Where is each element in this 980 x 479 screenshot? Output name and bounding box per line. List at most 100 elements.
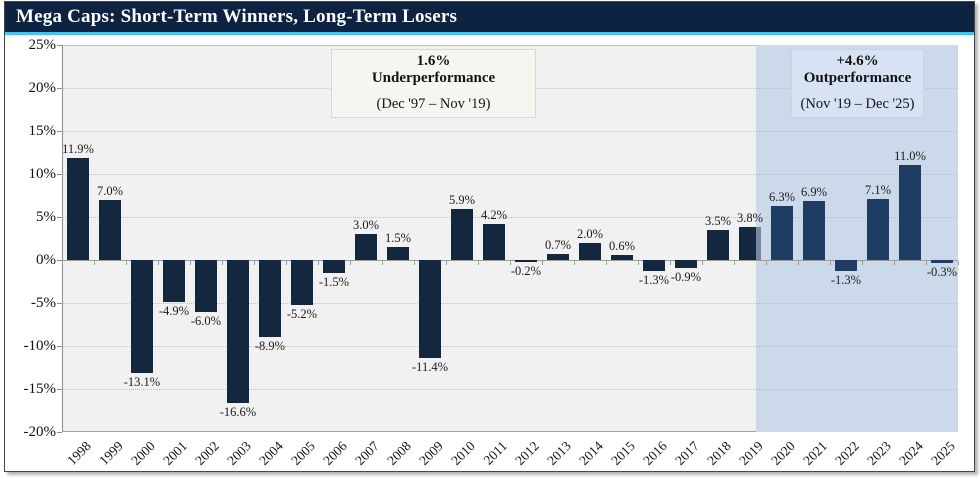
x-axis-label-1999: 1999: [96, 438, 126, 468]
y-axis-label-15: 15%: [28, 123, 57, 139]
y-axis-label--15: -15%: [23, 381, 57, 397]
category-tick: [638, 261, 639, 265]
bar-2003: [227, 260, 249, 403]
bar-2025: [931, 260, 953, 263]
x-axis-label-2001: 2001: [160, 438, 190, 468]
y-axis-label-20: 20%: [28, 80, 57, 96]
bar-2014: [579, 242, 601, 260]
category-tick: [574, 261, 575, 265]
bar-2016: [643, 260, 665, 272]
bar-2001: [163, 260, 185, 303]
bar-2008: [387, 247, 409, 260]
annotation-outperformance-headline: +4.6%: [836, 53, 879, 69]
category-tick: [158, 261, 159, 265]
y-axis-tick-5: [57, 217, 62, 218]
data-label-2009: -11.4%: [412, 360, 448, 375]
y-axis-label-10: 10%: [28, 166, 57, 182]
gridline-10: [62, 174, 958, 175]
x-axis-label-2017: 2017: [672, 438, 702, 468]
data-label-2003: -16.6%: [219, 404, 257, 419]
category-tick: [958, 261, 959, 265]
category-tick: [190, 261, 191, 265]
x-axis-label-2006: 2006: [320, 438, 350, 468]
data-label-2023: 7.1%: [864, 182, 892, 197]
x-axis-label-1998: 1998: [64, 438, 94, 468]
category-tick: [126, 261, 127, 265]
y-axis-tick-20: [57, 88, 62, 89]
category-tick: [350, 261, 351, 265]
category-tick: [830, 261, 831, 265]
category-tick: [894, 261, 895, 265]
category-tick: [94, 261, 95, 265]
bar-2005: [291, 260, 313, 305]
x-axis-label-2002: 2002: [192, 438, 222, 468]
data-label-2010: 5.9%: [448, 193, 476, 208]
data-label-2016: -1.3%: [638, 273, 670, 288]
bar-2018: [707, 229, 729, 260]
chart-title: Mega Caps: Short-Term Winners, Long-Term…: [16, 6, 458, 27]
data-label-2019: 3.8%: [736, 211, 764, 226]
data-label-2015: 0.6%: [608, 238, 636, 253]
data-label-2012: -0.2%: [510, 263, 542, 278]
x-axis-label-2021: 2021: [800, 438, 830, 468]
y-axis-tick--20: [57, 432, 62, 433]
y-axis-label--20: -20%: [23, 424, 57, 440]
bar-2017: [675, 260, 697, 268]
chart-body: 25% 20% 15% 10% 5% 0% -5% -10% -15% -20% 11.9% 1998…: [5, 35, 974, 471]
x-axis-label-2008: 2008: [384, 438, 414, 468]
data-label-2000: -13.1%: [123, 374, 161, 389]
bar-2006: [323, 260, 345, 273]
x-axis-label-2024: 2024: [896, 438, 926, 468]
bar-2011: [483, 223, 505, 260]
bar-2022: [835, 260, 857, 272]
y-axis-tick-25: [57, 45, 62, 46]
bar-2023: [867, 198, 889, 260]
data-label-2007: 3.0%: [352, 218, 380, 233]
y-axis-label--5: -5%: [31, 295, 56, 311]
category-tick: [318, 261, 319, 265]
category-tick: [254, 261, 255, 265]
x-axis-label-2018: 2018: [704, 438, 734, 468]
category-tick: [478, 261, 479, 265]
x-axis-label-2010: 2010: [448, 438, 478, 468]
y-axis-label-25: 25%: [28, 37, 57, 53]
data-label-2008: 1.5%: [384, 231, 412, 246]
gridline--15: [62, 389, 958, 390]
annotation-underperformance-subline: Underperformance: [371, 70, 496, 86]
category-tick: [286, 261, 287, 265]
x-axis-label-2013: 2013: [544, 438, 574, 468]
bar-2020: [771, 205, 793, 260]
chart-title-bar: Mega Caps: Short-Term Winners, Long-Term…: [5, 2, 974, 32]
y-axis-tick-10: [57, 174, 62, 175]
x-axis-label-2014: 2014: [576, 438, 606, 468]
data-label-2021: 6.9%: [800, 184, 828, 199]
bar-2010: [451, 209, 473, 260]
bar-2009: [419, 260, 441, 359]
x-axis-label-2007: 2007: [352, 438, 382, 468]
bar-2007: [355, 234, 377, 260]
category-tick: [702, 261, 703, 265]
data-label-2001: -4.9%: [158, 304, 190, 319]
data-label-2011: 4.2%: [480, 207, 508, 222]
annotation-outperformance: +4.6% Outperformance (Nov '19 – Dec '25): [791, 49, 924, 118]
category-tick: [510, 261, 511, 265]
data-label-2024: 11.0%: [894, 149, 926, 164]
data-label-2002: -6.0%: [190, 313, 222, 328]
x-axis-label-2025: 2025: [928, 438, 958, 468]
category-tick: [734, 261, 735, 265]
category-tick: [382, 261, 383, 265]
x-axis-label-2022: 2022: [832, 438, 862, 468]
annotation-underperformance: 1.6% Underperformance (Dec '97 – Nov '19…: [331, 49, 536, 118]
bar-2015: [611, 254, 633, 260]
category-tick: [542, 261, 543, 265]
bar-2012: [515, 260, 537, 262]
x-axis-label-2009: 2009: [416, 438, 446, 468]
annotation-outperformance-period: (Nov '19 – Dec '25): [800, 96, 915, 112]
category-tick: [222, 261, 223, 265]
data-label-2014: 2.0%: [576, 226, 604, 241]
data-label-2017: -0.9%: [670, 269, 702, 284]
y-axis-tick--10: [57, 346, 62, 347]
bar-2013: [547, 253, 569, 260]
y-axis-tick--5: [57, 303, 62, 304]
data-label-2005: -5.2%: [286, 306, 318, 321]
